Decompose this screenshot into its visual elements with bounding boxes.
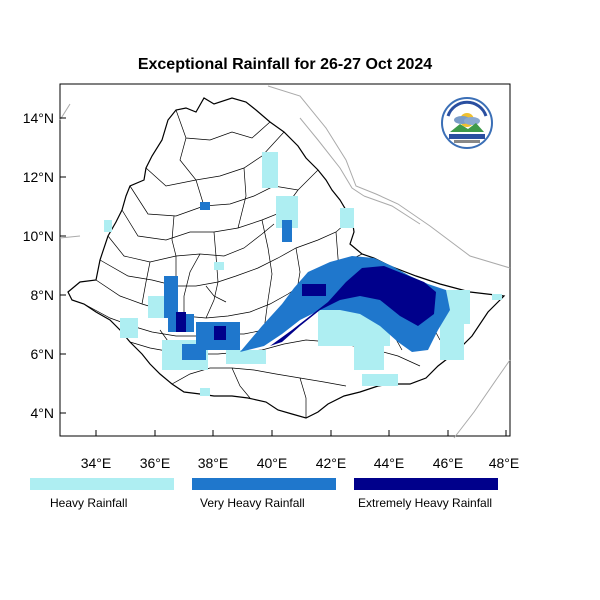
legend-label-extremely-heavy: Extremely Heavy Rainfall — [358, 496, 493, 510]
x-tick-labels: 34°E 36°E 38°E 40°E 42°E 44°E 46°E 48°E — [81, 455, 520, 471]
legend-swatch-heavy — [30, 478, 174, 490]
x-tick-label: 44°E — [374, 455, 405, 471]
axis-ticks — [60, 117, 507, 436]
legend-swatch-extremely-heavy — [354, 478, 498, 490]
x-tick-label: 46°E — [433, 455, 464, 471]
heavy-rainfall-areas — [104, 152, 502, 396]
plot-frame — [59, 83, 511, 437]
meteorology-agency-logo — [441, 97, 493, 149]
x-tick-label: 36°E — [140, 455, 171, 471]
y-tick-label: 8°N — [31, 287, 55, 303]
extremely-heavy-rainfall-areas — [176, 266, 436, 346]
x-tick-label: 48°E — [489, 455, 520, 471]
y-tick-label: 14°N — [23, 110, 54, 126]
legend-swatch-very-heavy — [192, 478, 336, 490]
x-tick-label: 38°E — [198, 455, 229, 471]
legend-label-very-heavy: Very Heavy Rainfall — [200, 496, 305, 510]
y-tick-label: 10°N — [23, 228, 54, 244]
y-tick-label: 6°N — [31, 346, 55, 362]
y-tick-label: 4°N — [31, 405, 55, 421]
x-tick-label: 34°E — [81, 455, 112, 471]
y-tick-label: 12°N — [23, 169, 54, 185]
map-title: Exceptional Rainfall for 26-27 Oct 2024 — [137, 56, 433, 73]
legend-label-heavy: Heavy Rainfall — [50, 496, 128, 510]
neighbor-borders — [59, 85, 511, 439]
x-tick-label: 40°E — [257, 455, 288, 471]
x-tick-label: 42°E — [316, 455, 347, 471]
y-tick-labels: 14°N 12°N 10°N 8°N 6°N 4°N — [23, 110, 54, 421]
